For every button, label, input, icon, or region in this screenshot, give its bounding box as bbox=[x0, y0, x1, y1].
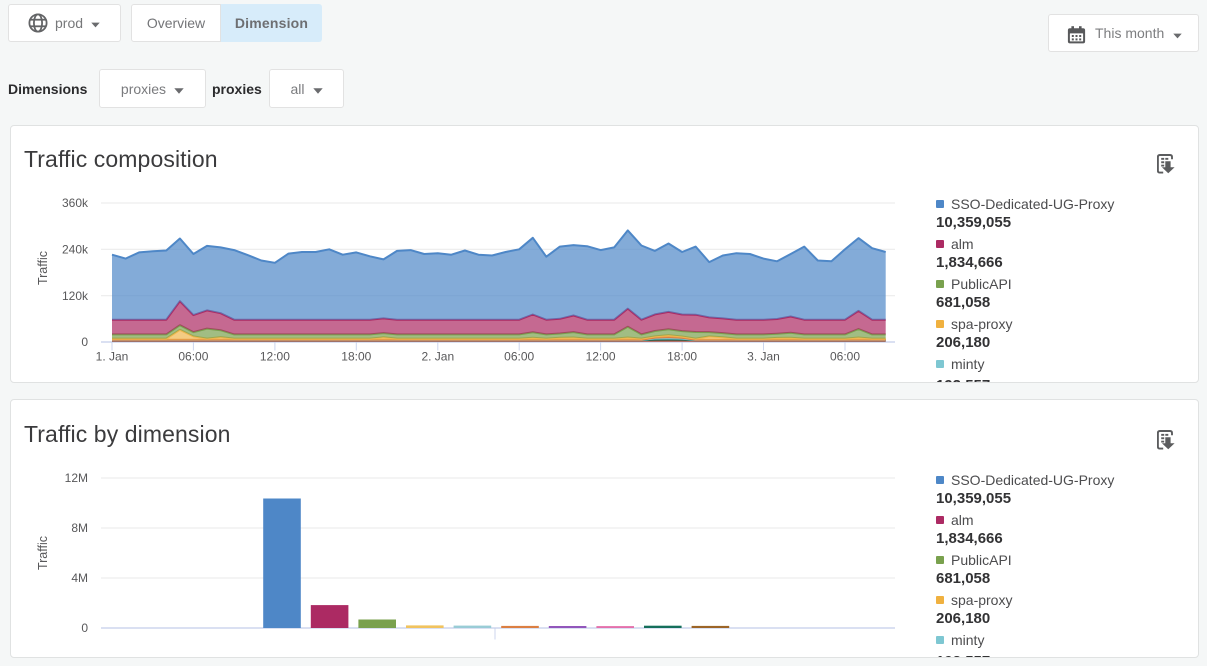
svg-text:360k: 360k bbox=[62, 196, 89, 210]
svg-text:4M: 4M bbox=[71, 571, 88, 585]
svg-text:2. Jan: 2. Jan bbox=[421, 350, 454, 364]
svg-text:06:00: 06:00 bbox=[504, 350, 534, 364]
svg-text:240k: 240k bbox=[62, 243, 89, 257]
svg-text:0: 0 bbox=[81, 621, 88, 635]
svg-text:3. Jan: 3. Jan bbox=[747, 350, 780, 364]
svg-text:120k: 120k bbox=[62, 289, 89, 303]
svg-text:12M: 12M bbox=[65, 471, 88, 485]
svg-text:Traffic: Traffic bbox=[36, 536, 50, 570]
svg-text:1. Jan: 1. Jan bbox=[96, 350, 129, 364]
svg-text:0: 0 bbox=[81, 335, 88, 349]
svg-text:06:00: 06:00 bbox=[178, 350, 208, 364]
svg-text:Traffic: Traffic bbox=[36, 251, 50, 285]
svg-text:06:00: 06:00 bbox=[830, 350, 860, 364]
svg-text:18:00: 18:00 bbox=[667, 350, 697, 364]
svg-text:12:00: 12:00 bbox=[586, 350, 616, 364]
svg-text:8M: 8M bbox=[71, 521, 88, 535]
svg-text:18:00: 18:00 bbox=[341, 350, 371, 364]
svg-text:12:00: 12:00 bbox=[260, 350, 290, 364]
